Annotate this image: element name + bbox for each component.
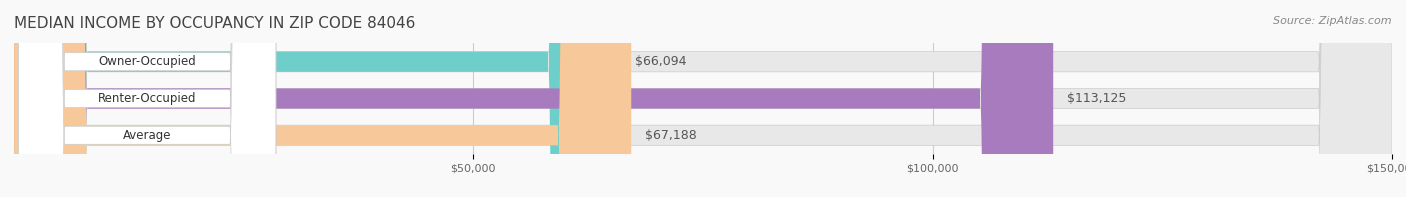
FancyBboxPatch shape	[18, 0, 276, 197]
Text: Source: ZipAtlas.com: Source: ZipAtlas.com	[1274, 16, 1392, 26]
Text: $66,094: $66,094	[636, 55, 686, 68]
FancyBboxPatch shape	[18, 0, 276, 197]
Text: Owner-Occupied: Owner-Occupied	[98, 55, 195, 68]
Text: Average: Average	[122, 129, 172, 142]
FancyBboxPatch shape	[18, 0, 276, 197]
FancyBboxPatch shape	[14, 0, 1392, 197]
Text: Renter-Occupied: Renter-Occupied	[98, 92, 197, 105]
Text: MEDIAN INCOME BY OCCUPANCY IN ZIP CODE 84046: MEDIAN INCOME BY OCCUPANCY IN ZIP CODE 8…	[14, 16, 415, 31]
FancyBboxPatch shape	[14, 0, 621, 197]
Text: $67,188: $67,188	[645, 129, 697, 142]
FancyBboxPatch shape	[14, 0, 1392, 197]
FancyBboxPatch shape	[14, 0, 1053, 197]
FancyBboxPatch shape	[14, 0, 631, 197]
FancyBboxPatch shape	[14, 0, 1392, 197]
Text: $113,125: $113,125	[1067, 92, 1126, 105]
